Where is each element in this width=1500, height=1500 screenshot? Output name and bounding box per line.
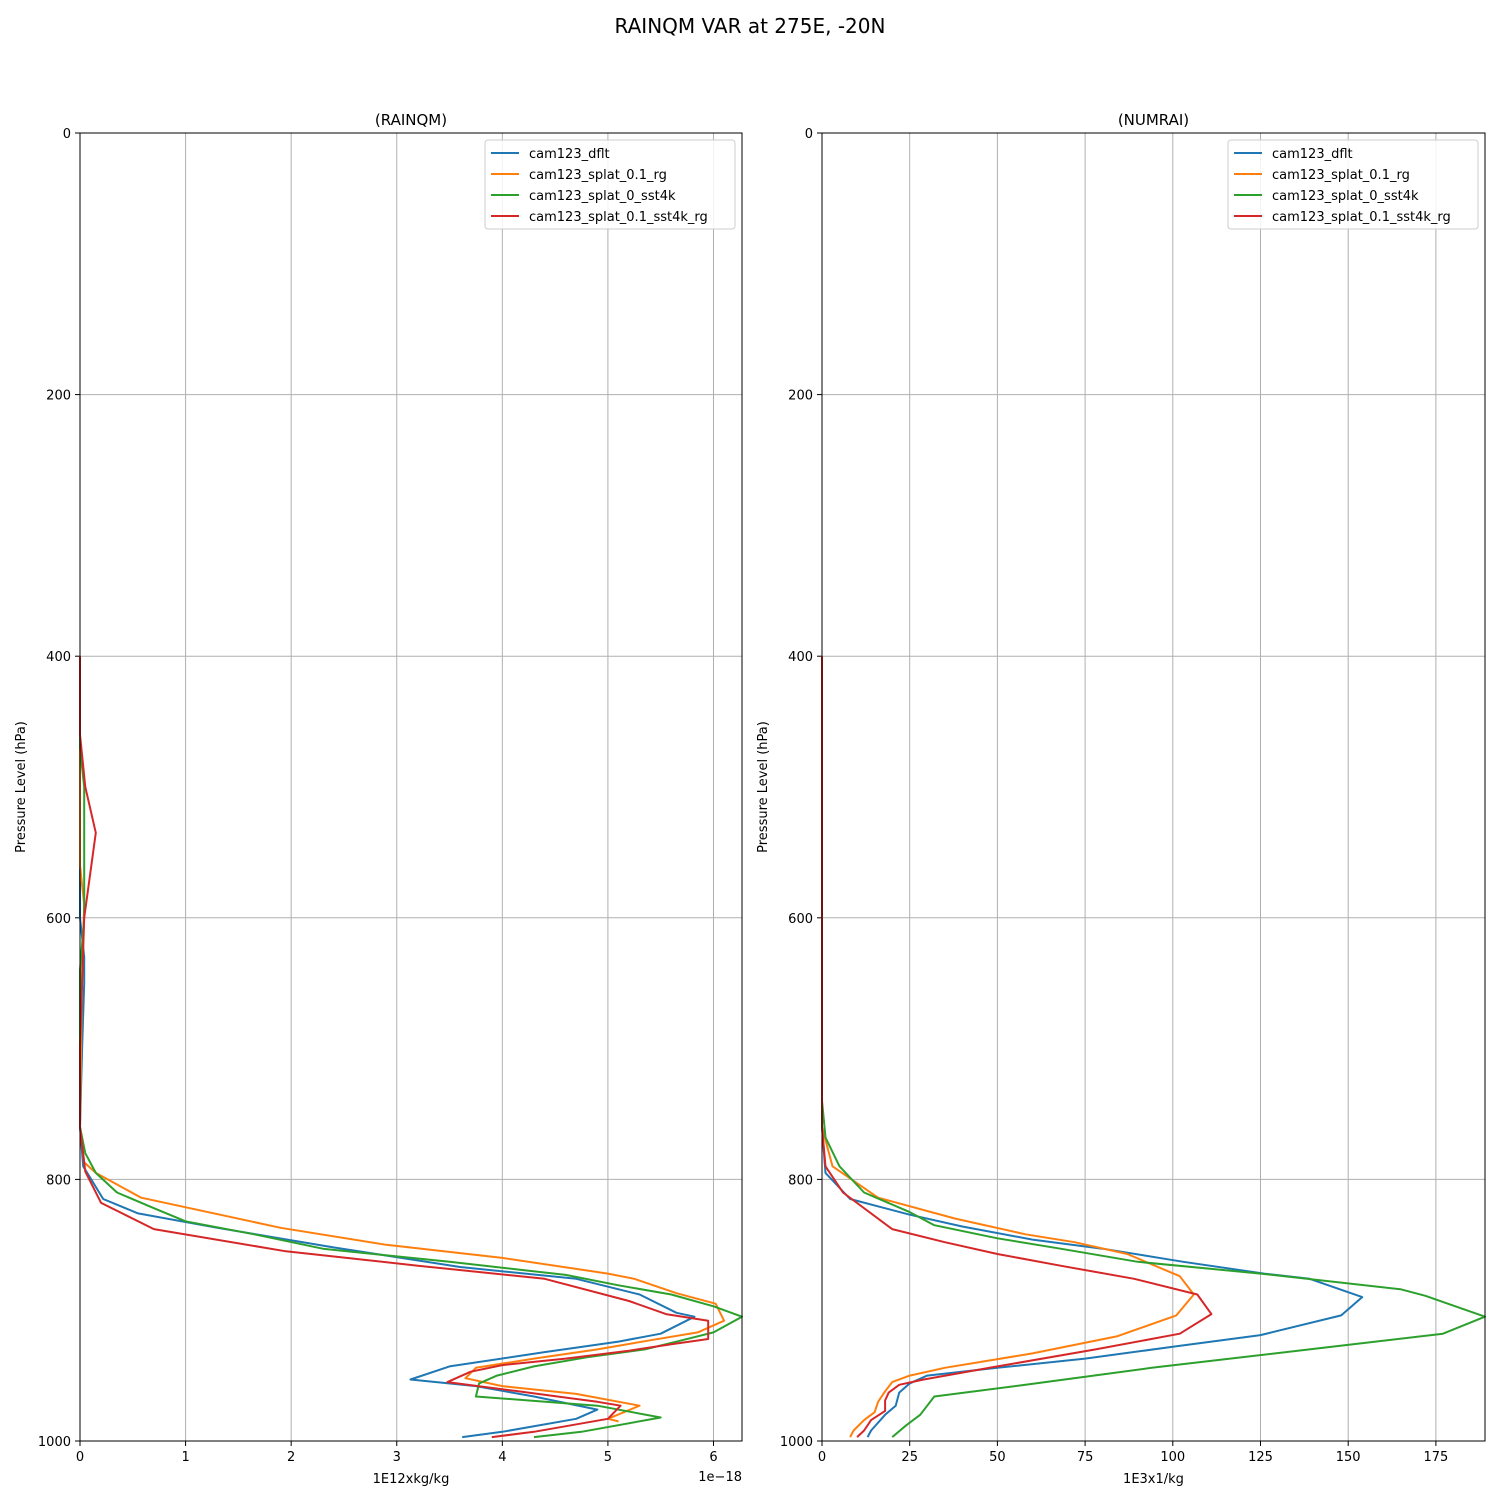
- x-tick-label: 150: [1336, 1450, 1361, 1465]
- series-line-cam123-splat-0-sst4k: [821, 656, 1486, 1438]
- y-tick-label: 0: [63, 127, 71, 142]
- series-line-cam123-splat-0-1-sst4k-rg: [79, 656, 710, 1439]
- y-tick-label: 600: [46, 912, 71, 927]
- legend-box: [484, 139, 736, 230]
- legend-entry: cam123_splat_0.1_rg: [1272, 168, 1410, 183]
- y-tick-label: 1000: [780, 1435, 813, 1450]
- panel-2: 0 25 50 75 100 125 150 175 0 200 400 600 800 1000 (NUM…: [756, 111, 1486, 1487]
- x-tick-label: 125: [1248, 1450, 1273, 1465]
- y-tick-label: 200: [788, 389, 813, 404]
- x-tick-label: 0: [818, 1450, 826, 1465]
- x-axis-label: 1E12xkg/kg: [373, 1472, 450, 1487]
- y-tick-label: 400: [788, 650, 813, 665]
- x-axis-label: 1E3x1/kg: [1123, 1472, 1184, 1487]
- plot-frame: [79, 132, 743, 1442]
- x-tick-label: 175: [1423, 1450, 1448, 1465]
- y-axis-label: Pressure Level (hPa): [14, 721, 29, 853]
- x-offset-label: 1e−18: [698, 1470, 742, 1485]
- x-tick-label: 100: [1160, 1450, 1185, 1465]
- x-tick-label: 1: [181, 1450, 189, 1465]
- series-line-cam123-dflt: [821, 656, 1364, 1438]
- y-tick-label: 1000: [38, 1435, 71, 1450]
- y-axis-label: Pressure Level (hPa): [756, 721, 771, 853]
- legend-entry: cam123_splat_0.1_sst4k_rg: [529, 210, 708, 225]
- panel-title: (RAINQM): [375, 111, 447, 129]
- series-line-cam123-dflt: [79, 656, 696, 1439]
- y-tick-label: 0: [805, 127, 813, 142]
- panel-title: (NUMRAI): [1118, 111, 1189, 129]
- x-tick-label: 75: [1077, 1450, 1094, 1465]
- x-tick-label: 25: [901, 1450, 918, 1465]
- legend-entry: cam123_dflt: [1272, 147, 1353, 162]
- legend-entry: cam123_splat_0.1_sst4k_rg: [1272, 210, 1451, 225]
- x-tick-label: 4: [498, 1450, 506, 1465]
- x-tick-label: 2: [287, 1450, 295, 1465]
- series-line-cam123-splat-0-1-rg: [821, 656, 1195, 1438]
- plot-frame: [821, 132, 1486, 1442]
- figure-title: RAINQM VAR at 275E, -20N: [614, 14, 886, 38]
- legend-entry: cam123_splat_0_sst4k: [1272, 189, 1419, 204]
- x-tick-label: 0: [76, 1450, 84, 1465]
- series-line-cam123-splat-0-sst4k: [79, 656, 743, 1439]
- x-tick-label: 5: [604, 1450, 612, 1465]
- y-tick-label: 200: [46, 389, 71, 404]
- legend-entry: cam123_splat_0.1_rg: [529, 168, 667, 183]
- legend-entry: cam123_dflt: [529, 147, 610, 162]
- legend: cam123_dflt cam123_splat_0.1_rg cam123_spl…: [484, 139, 736, 230]
- legend-entry: cam123_splat_0_sst4k: [529, 189, 676, 204]
- y-tick-label: 800: [788, 1173, 813, 1188]
- y-tick-label: 800: [46, 1173, 71, 1188]
- legend: cam123_dflt cam123_splat_0.1_rg cam123_spl…: [1227, 139, 1479, 230]
- panel-1: 0 1 2 3 4 5 6 0 200 400 600 800 1000 (RAINQM) 1E12xkg/…: [14, 111, 743, 1487]
- series-line-cam123-splat-0-1-rg: [79, 656, 726, 1423]
- legend-box: [1227, 139, 1479, 230]
- y-tick-label: 400: [46, 650, 71, 665]
- x-tick-label: 3: [393, 1450, 401, 1465]
- y-tick-label: 600: [788, 912, 813, 927]
- x-tick-label: 50: [989, 1450, 1006, 1465]
- x-tick-label: 6: [709, 1450, 717, 1465]
- series-line-cam123-splat-0-1-sst4k-rg: [821, 656, 1213, 1438]
